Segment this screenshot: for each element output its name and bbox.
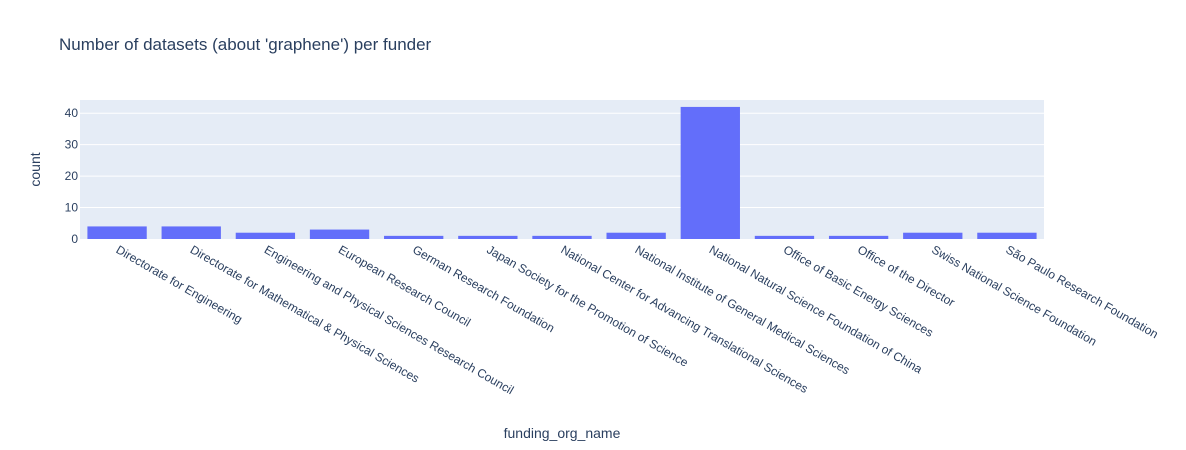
- x-tick-label: Engineering and Physical Sciences Resear…: [262, 242, 516, 397]
- bar[interactable]: [458, 235, 518, 239]
- bar[interactable]: [87, 226, 147, 239]
- bar[interactable]: [309, 229, 370, 239]
- bar[interactable]: [903, 232, 963, 239]
- chart-title: Number of datasets (about 'graphene') pe…: [59, 35, 432, 54]
- x-tick-label: German Research Foundation: [410, 242, 557, 335]
- bar[interactable]: [828, 235, 889, 239]
- bar[interactable]: [754, 235, 815, 239]
- y-axis-title: count: [27, 152, 43, 186]
- y-tick-label: 0: [71, 232, 78, 246]
- bar[interactable]: [606, 232, 666, 239]
- bar[interactable]: [532, 235, 592, 239]
- bar[interactable]: [161, 226, 221, 239]
- bars: [87, 106, 1037, 239]
- y-tick-label: 20: [65, 169, 79, 183]
- plot-area: [80, 100, 1044, 239]
- gridlines: [80, 112, 1044, 209]
- y-tick-label: 30: [65, 138, 79, 152]
- x-tick-label: Directorate for Engineering: [114, 242, 245, 326]
- y-tick-label: 40: [65, 106, 79, 120]
- bar[interactable]: [235, 232, 296, 239]
- bar[interactable]: [977, 232, 1037, 239]
- bar[interactable]: [680, 106, 740, 239]
- x-axis-title: funding_org_name: [504, 425, 621, 441]
- x-tick-label: European Research Council: [336, 242, 473, 329]
- y-tick-label: 10: [65, 201, 79, 215]
- bar[interactable]: [384, 235, 444, 239]
- y-tick-labels: 0 10 20 30 40: [65, 106, 79, 246]
